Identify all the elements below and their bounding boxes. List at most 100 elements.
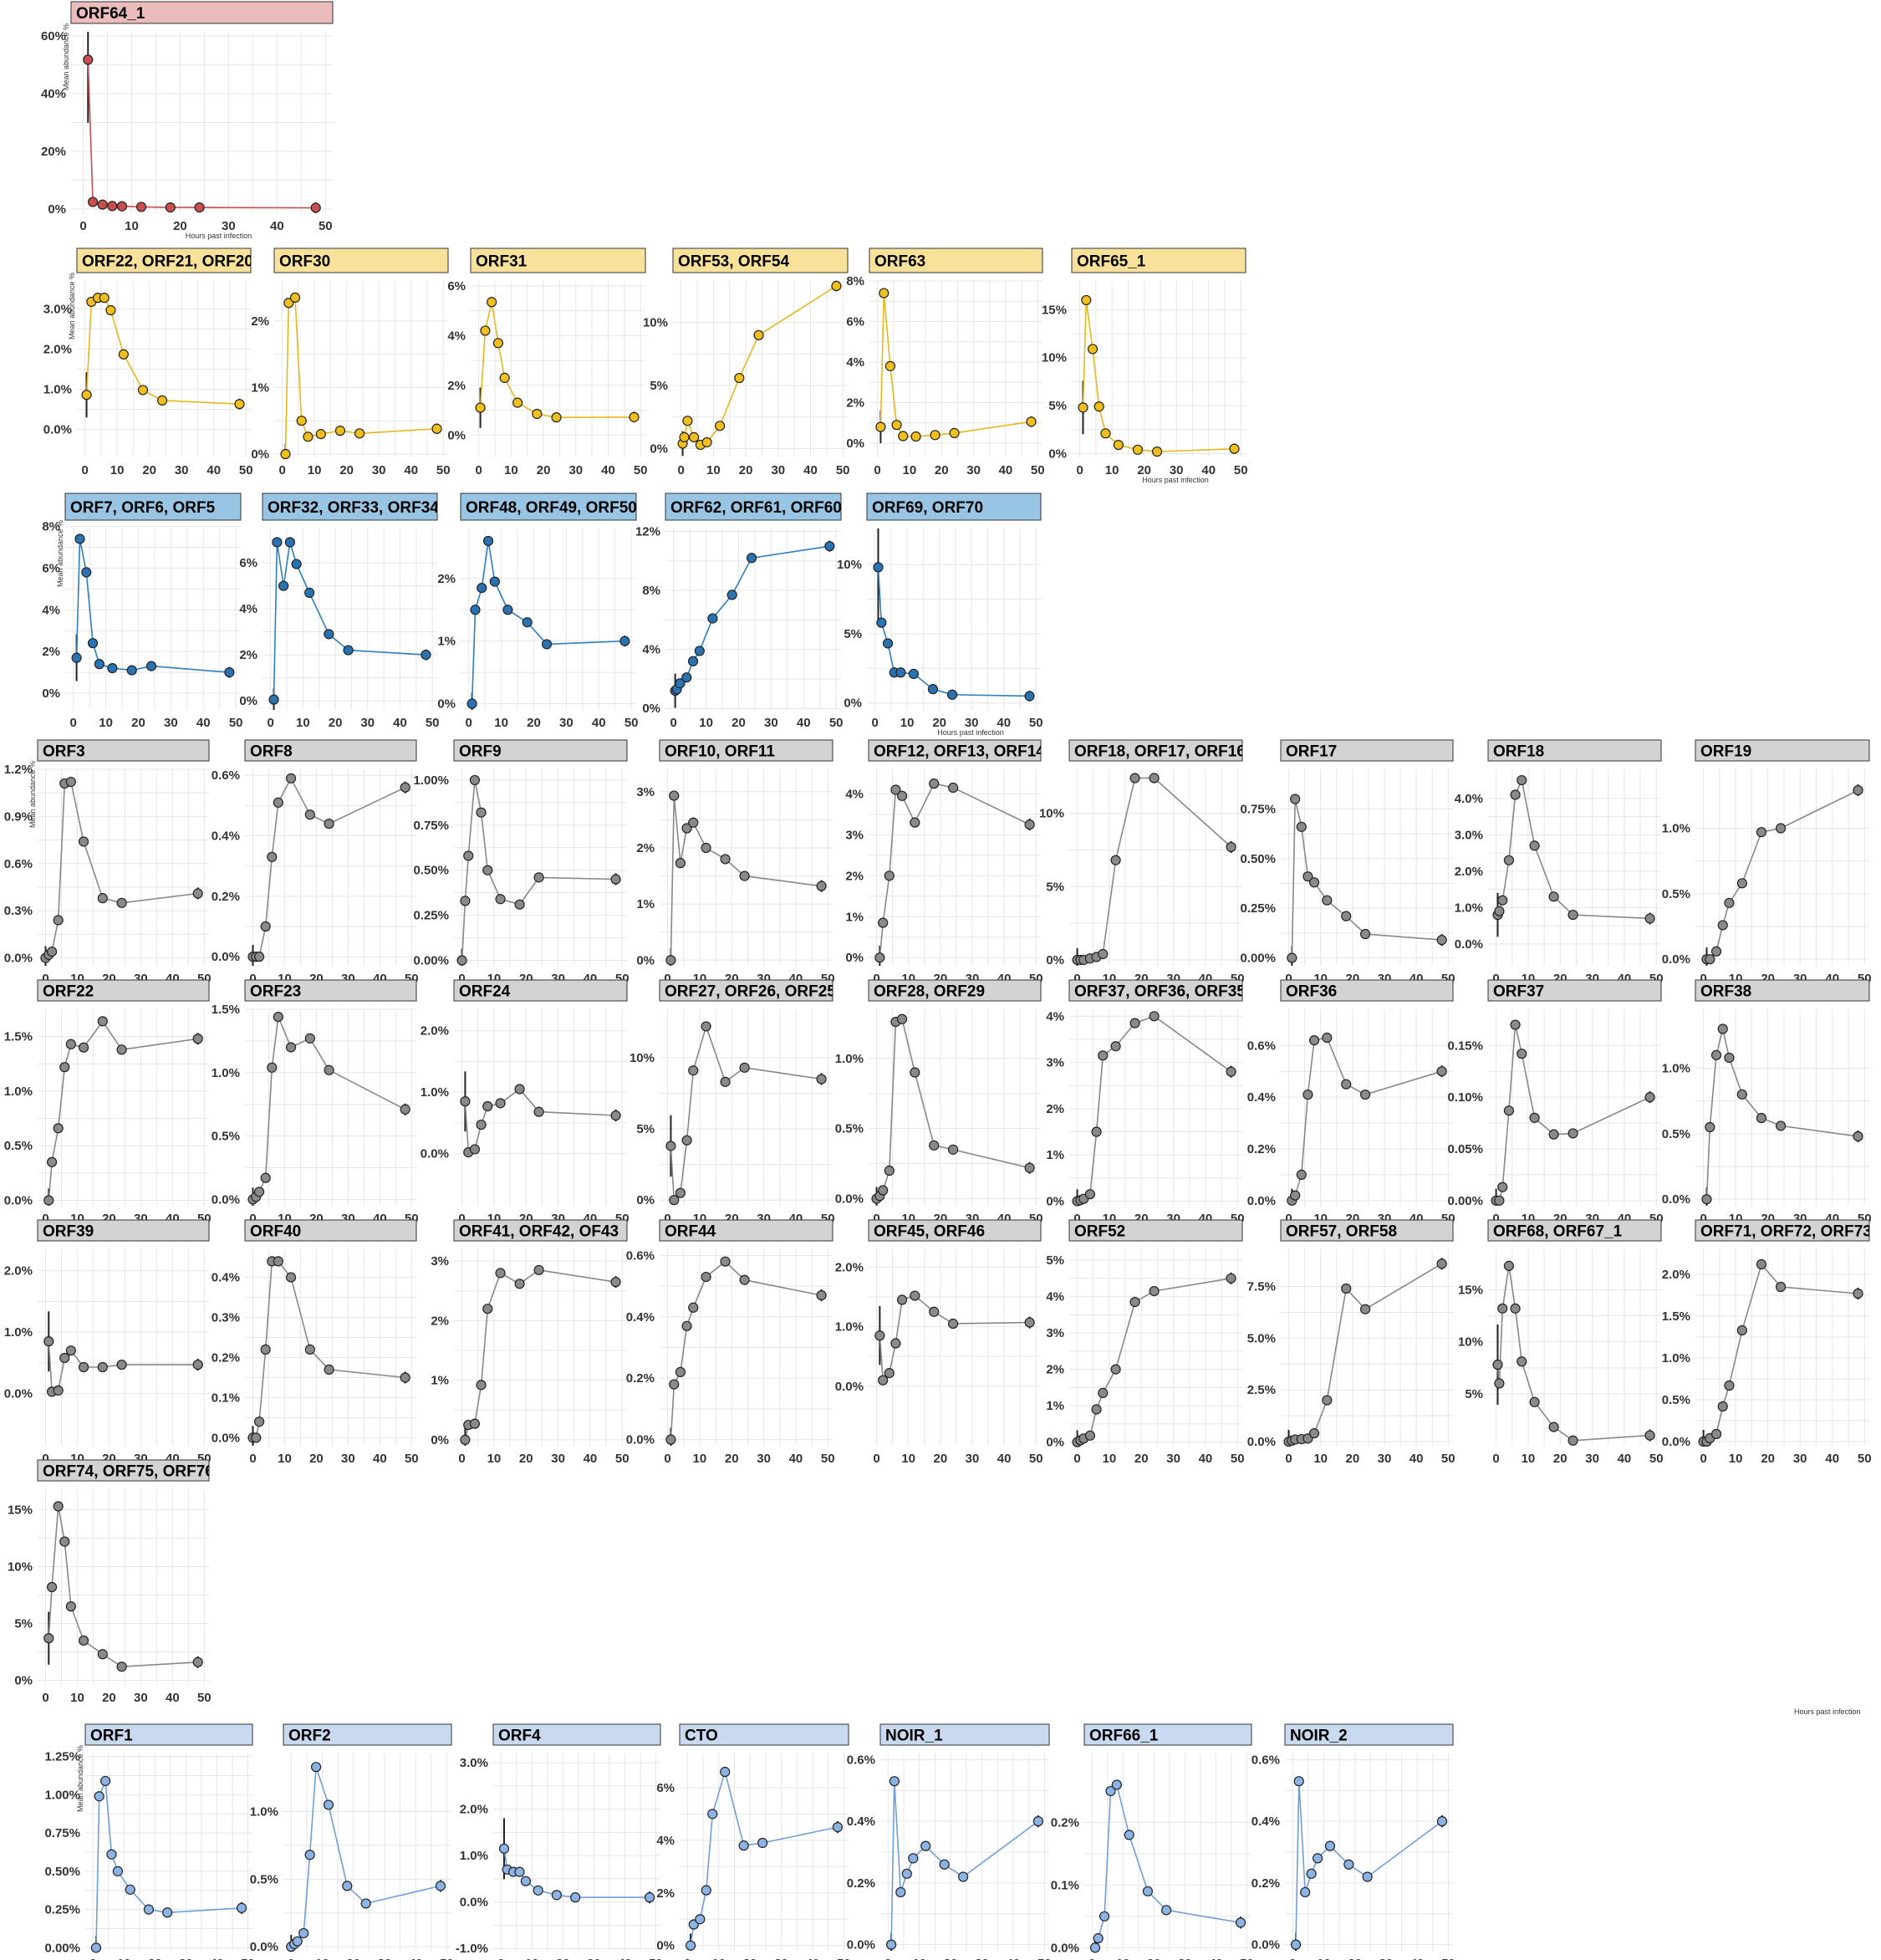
x-tick-label: 0	[1289, 1957, 1296, 1960]
y-tick-label: 0%	[48, 202, 66, 217]
y-tick-label: 0.0%	[1247, 1435, 1276, 1449]
panel-title: ORF7, ORF6, ORF5	[70, 499, 216, 517]
y-axis-title: Mean abundance %	[68, 273, 76, 339]
data-point	[165, 202, 176, 213]
x-tick-label: 0	[42, 972, 48, 986]
data-point	[125, 1884, 135, 1895]
data-point	[896, 1294, 908, 1305]
y-tick-label: 10%	[630, 1051, 655, 1065]
y-tick-label: 0.3%	[4, 904, 33, 918]
data-point	[1306, 1868, 1317, 1879]
panel-strip	[453, 739, 628, 762]
data-point	[570, 1892, 581, 1903]
data-point	[1024, 691, 1035, 702]
data-point	[90, 1942, 102, 1953]
x-tick-label: 20	[732, 716, 746, 730]
data-point	[753, 329, 764, 340]
data-point	[53, 1501, 64, 1512]
x-tick-label: 0	[1700, 1212, 1706, 1226]
x-tick-label: 0	[670, 716, 677, 730]
y-tick-label: 0%	[447, 428, 466, 442]
y-tick-label: 1%	[845, 910, 864, 924]
panel-strip	[453, 979, 628, 1002]
y-tick-label: 6%	[42, 561, 60, 575]
x-tick-label: 0	[89, 1957, 96, 1960]
data-point	[541, 639, 553, 650]
x-tick-label: 10	[693, 1452, 707, 1466]
panel-strip	[679, 1723, 849, 1746]
panel-title: ORF45, ORF46	[874, 1223, 985, 1241]
data-point	[1510, 1303, 1521, 1314]
x-tick-label: 50	[1231, 1452, 1245, 1466]
x-tick-label: 10	[308, 463, 322, 477]
data-point	[1296, 1169, 1307, 1180]
y-tick-label: 0.5%	[212, 1130, 240, 1144]
y-tick-label: 2.0%	[460, 1803, 488, 1817]
data-point	[260, 1344, 271, 1355]
data-point	[224, 667, 235, 678]
data-point	[669, 790, 680, 801]
y-axis-title: Mean abundance %	[76, 1745, 84, 1812]
panel-title: ORF65_1	[1077, 253, 1146, 271]
y-tick-label: 1%	[251, 380, 269, 395]
x-tick-label: 10	[125, 219, 139, 233]
y-tick-label: 8%	[846, 274, 864, 288]
data-point	[105, 304, 116, 316]
panel-strip	[1280, 739, 1454, 762]
data-point	[939, 1859, 950, 1870]
data-point	[1290, 794, 1301, 804]
x-tick-label: 10	[1105, 463, 1119, 477]
data-point	[701, 436, 712, 448]
series-line	[1496, 778, 1650, 920]
data-point	[1026, 416, 1037, 427]
panel-strip	[1280, 1219, 1454, 1242]
x-tick-label: 0	[458, 1212, 465, 1226]
y-tick-label: 0%	[239, 694, 257, 708]
series-line	[479, 302, 635, 419]
y-tick-label: 0.6%	[626, 1248, 655, 1263]
x-tick-label: 40	[1209, 1957, 1223, 1960]
y-tick-label: 4%	[239, 602, 257, 616]
x-tick-label: 40	[210, 1957, 224, 1960]
data-point	[908, 1853, 919, 1864]
x-tick-label: 0	[1073, 1452, 1080, 1466]
data-point	[816, 1289, 827, 1301]
data-point	[1359, 1304, 1371, 1314]
data-point	[65, 1601, 76, 1612]
y-tick-label: 0.0%	[847, 1938, 875, 1952]
data-point	[343, 645, 354, 656]
panel-strip	[879, 1723, 1050, 1746]
data-point	[1548, 891, 1559, 902]
data-point	[1084, 1189, 1096, 1200]
panel-strip	[283, 1723, 452, 1746]
data-point	[304, 809, 315, 820]
y-tick-label: 0.0%	[626, 1433, 655, 1447]
y-tick-label: 0.0%	[1662, 952, 1690, 967]
data-point	[619, 635, 630, 646]
data-point	[739, 1062, 750, 1073]
data-point	[514, 1866, 525, 1877]
y-tick-label: 0.75%	[1240, 802, 1276, 816]
x-tick-label: 40	[806, 1957, 820, 1960]
data-point	[1142, 1886, 1154, 1896]
data-point	[1098, 1050, 1109, 1061]
x-tick-label: 0	[1073, 1212, 1080, 1226]
data-point	[1081, 294, 1092, 306]
y-tick-label: 15%	[1042, 303, 1067, 317]
data-point	[949, 427, 960, 438]
data-point	[289, 292, 301, 304]
y-tick-label: 1.0%	[1662, 822, 1690, 836]
panel-strip	[659, 979, 833, 1002]
x-tick-label: 10	[487, 1452, 502, 1466]
data-point	[107, 663, 118, 674]
data-point	[260, 921, 271, 932]
data-point	[1308, 1035, 1320, 1046]
data-point	[1091, 1126, 1102, 1137]
x-tick-label: 20	[148, 1957, 162, 1960]
x-tick-label: 10	[900, 716, 915, 730]
data-point	[296, 416, 307, 426]
data-point	[273, 1011, 283, 1023]
y-tick-label: 0.0%	[1455, 937, 1483, 952]
